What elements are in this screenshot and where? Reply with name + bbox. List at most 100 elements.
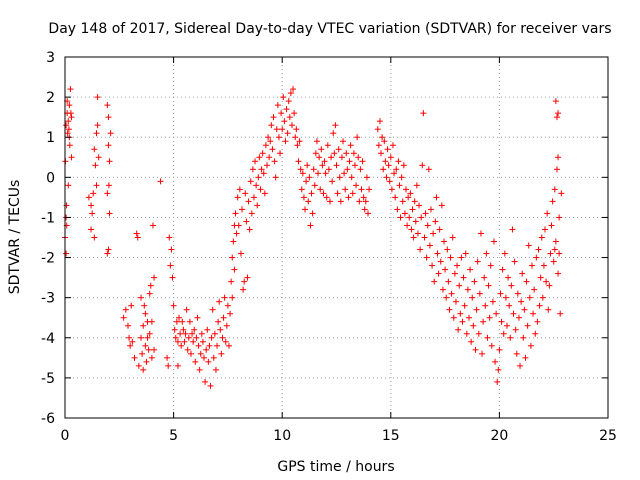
data-point: [420, 110, 427, 117]
data-point: [295, 158, 302, 165]
data-point: [548, 222, 555, 229]
data-point: [323, 194, 330, 201]
data-point: [306, 174, 313, 181]
data-point: [498, 318, 505, 325]
data-point: [376, 118, 383, 125]
data-point: [321, 158, 328, 165]
data-point: [129, 338, 136, 345]
data-point: [316, 154, 323, 161]
data-point: [497, 290, 504, 297]
data-points: [62, 86, 565, 389]
data-point: [521, 306, 528, 313]
data-point: [255, 174, 262, 181]
data-point: [174, 338, 181, 345]
data-point: [312, 150, 319, 157]
data-point: [232, 210, 239, 217]
data-point: [140, 322, 147, 329]
data-point: [67, 110, 74, 117]
data-point: [211, 330, 218, 337]
data-point: [147, 282, 154, 289]
data-point: [172, 334, 179, 341]
data-point: [253, 182, 260, 189]
data-point: [459, 318, 466, 325]
data-point: [65, 182, 72, 189]
data-point: [105, 114, 112, 121]
data-point: [455, 326, 462, 333]
data-point: [513, 350, 520, 357]
data-point: [520, 334, 527, 341]
data-point: [384, 146, 391, 153]
data-point: [298, 186, 305, 193]
data-point: [512, 326, 519, 333]
data-point: [557, 310, 564, 317]
data-point: [480, 318, 487, 325]
data-point: [318, 146, 325, 153]
data-point: [196, 366, 203, 373]
data-point: [167, 262, 174, 269]
data-point: [558, 190, 565, 197]
data-point: [422, 210, 429, 217]
data-point: [302, 206, 309, 213]
data-point: [325, 166, 332, 173]
data-point: [243, 218, 250, 225]
data-point: [533, 254, 540, 261]
data-point: [335, 146, 342, 153]
data-point: [126, 334, 133, 341]
data-point: [93, 130, 100, 137]
data-point: [388, 186, 395, 193]
data-point: [270, 114, 277, 121]
data-point: [439, 286, 446, 293]
data-point: [551, 186, 558, 193]
data-point: [303, 178, 310, 185]
data-point: [456, 282, 463, 289]
x-tick-label: 20: [490, 428, 508, 444]
data-point: [234, 194, 241, 201]
x-tick-label: 0: [61, 428, 70, 444]
data-point: [212, 366, 219, 373]
data-point: [185, 334, 192, 341]
data-point: [387, 154, 394, 161]
data-point: [269, 146, 276, 153]
data-point: [522, 354, 529, 361]
data-point: [331, 150, 338, 157]
data-point: [224, 302, 231, 309]
data-point: [546, 282, 553, 289]
data-point: [225, 342, 232, 349]
data-point: [485, 282, 492, 289]
data-point: [166, 234, 173, 241]
data-point: [349, 190, 356, 197]
data-point: [471, 278, 478, 285]
data-point: [540, 262, 547, 269]
data-point: [249, 166, 256, 173]
data-point: [229, 294, 236, 301]
y-tick-label: -2: [41, 251, 55, 267]
data-point: [494, 378, 501, 385]
data-point: [217, 326, 224, 333]
data-point: [555, 110, 562, 117]
data-point: [379, 134, 386, 141]
data-point: [245, 198, 252, 205]
data-point: [261, 190, 268, 197]
data-point: [449, 234, 456, 241]
y-tick-label: 1: [46, 130, 55, 146]
data-point: [240, 286, 247, 293]
data-point: [549, 198, 556, 205]
data-point: [173, 318, 180, 325]
data-point: [406, 214, 413, 221]
data-point: [198, 330, 205, 337]
data-point: [393, 166, 400, 173]
data-point: [553, 166, 560, 173]
data-point: [461, 302, 468, 309]
data-point: [205, 358, 212, 365]
data-point: [307, 222, 314, 229]
data-point: [553, 114, 560, 121]
data-point: [105, 182, 112, 189]
data-point: [104, 190, 111, 197]
y-tick-label: -4: [41, 331, 55, 347]
data-point: [230, 238, 237, 245]
data-point: [195, 342, 202, 349]
data-point: [283, 106, 290, 113]
data-point: [256, 154, 263, 161]
data-point: [517, 362, 524, 369]
